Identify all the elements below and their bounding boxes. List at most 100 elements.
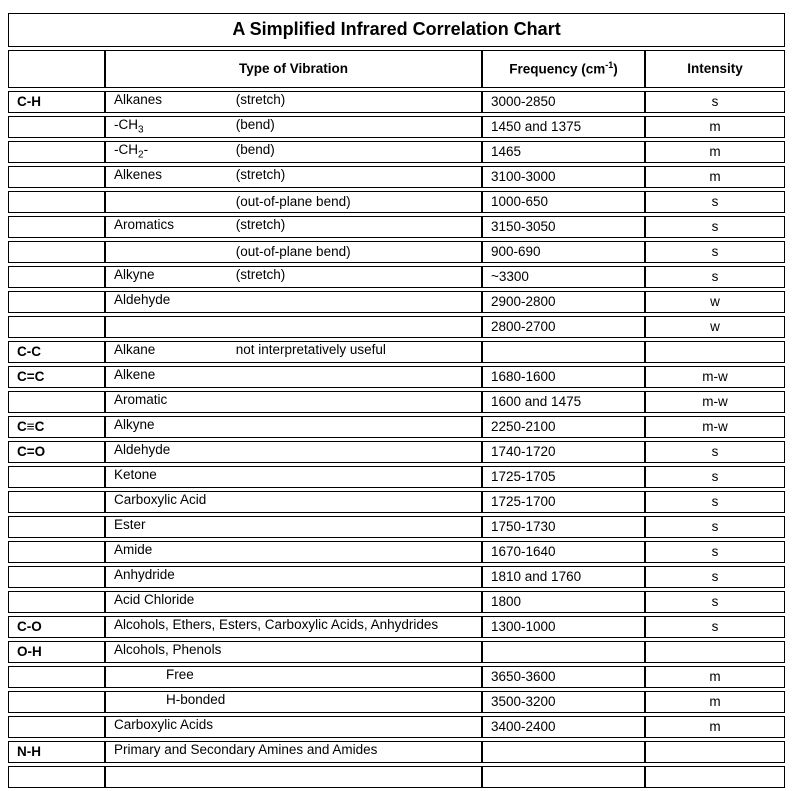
table-row: -CH2- (bend) 1465 m (8, 141, 786, 163)
bond-cell (8, 516, 105, 538)
bond-cell (8, 541, 105, 563)
table-row: C-C Alkane not interpretatively useful (8, 341, 786, 363)
bond-cell (8, 691, 105, 713)
vibration-name-subscript: 2 (138, 149, 144, 161)
frequency-value: 3650-3600 (491, 668, 556, 684)
vibration-name: Alkyne (114, 267, 232, 286)
bond-cell (8, 291, 105, 313)
bond-cell (8, 466, 105, 488)
bond-cell (8, 591, 105, 613)
bond-cell: C-O (8, 616, 105, 638)
vibration-mode: (out-of-plane bend) (235, 243, 351, 259)
bond-cell: N-H (8, 741, 105, 763)
intensity-header-text: Intensity (687, 60, 743, 76)
intensity-cell: s (645, 191, 786, 213)
vibration-name-text: Aromatic (114, 392, 168, 408)
frequency-cell (482, 766, 645, 788)
frequency-value: 3500-3200 (491, 693, 556, 709)
vibration-cell: Carboxylic Acid (105, 491, 482, 513)
table-row: Aromatics (stretch) 3150-3050 s (8, 216, 786, 238)
frequency-value: 1450 and 1375 (491, 118, 582, 134)
frequency-cell (482, 641, 645, 663)
intensity-cell: m (645, 141, 786, 163)
intensity-value: m (709, 118, 721, 134)
frequency-cell: ~3300 (482, 266, 645, 288)
vibration-mode: (stretch) (235, 92, 286, 108)
vibration-name-text: Carboxylic Acids (114, 717, 214, 733)
frequency-cell: 1300-1000 (482, 616, 645, 638)
vibration-cell: Alkyne (stretch) (105, 266, 482, 288)
vibration-name-text: Ketone (114, 467, 157, 483)
frequency-cell: 3400-2400 (482, 716, 645, 738)
intensity-header: Intensity (645, 50, 786, 88)
intensity-cell: s (645, 491, 786, 513)
intensity-value: s (711, 543, 719, 559)
vibration-cell: Ester (105, 516, 482, 538)
bond-cell (8, 116, 105, 138)
vibration-name: Ester (114, 517, 232, 536)
vibration-name-subscript: 3 (138, 124, 144, 136)
frequency-header-text: Frequency (cm (509, 61, 606, 77)
frequency-cell: 1600 and 1475 (482, 391, 645, 413)
vibration-name: Carboxylic Acid (114, 492, 232, 511)
bond-cell: C-H (8, 91, 105, 113)
intensity-value: s (711, 468, 719, 484)
intensity-value: s (711, 93, 719, 109)
vibration-name: Alkanes (114, 92, 232, 111)
vibration-name-text: Alkanes (114, 92, 163, 108)
vibration-mode: (bend) (235, 142, 275, 158)
vibration-cell: Primary and Secondary Amines and Amides (105, 741, 482, 763)
table-row: Amide 1670-1640 s (8, 541, 786, 563)
table-row: -CH3 (bend) 1450 and 1375 m (8, 116, 786, 138)
frequency-value: 900-690 (491, 243, 541, 259)
frequency-cell (482, 741, 645, 763)
vibration-name: Alkyne (114, 417, 232, 436)
frequency-cell: 1465 (482, 141, 645, 163)
bond-cell (8, 266, 105, 288)
frequency-cell: 1000-650 (482, 191, 645, 213)
vibration-name: Acid Chloride (114, 592, 232, 611)
vibration-name-text: Ester (114, 517, 146, 533)
intensity-cell: m (645, 666, 786, 688)
vibration-name: Amide (114, 542, 232, 561)
vibration-cell: Alkene (105, 366, 482, 388)
table-row: (out-of-plane bend) 900-690 s (8, 241, 786, 263)
bond-label: C-C (17, 343, 41, 359)
intensity-value: s (711, 243, 719, 259)
vibration-cell: Alcohols, Phenols (105, 641, 482, 663)
frequency-cell (482, 341, 645, 363)
vibration-name: Alkenes (114, 167, 232, 186)
intensity-value: w (710, 318, 720, 334)
vibration-header-text: Type of Vibration (238, 60, 348, 76)
table-row: Aldehyde 2900-2800 w (8, 291, 786, 313)
intensity-cell: s (645, 466, 786, 488)
vibration-cell: Aromatic (105, 391, 482, 413)
intensity-cell: w (645, 291, 786, 313)
frequency-cell: 2900-2800 (482, 291, 645, 313)
vibration-cell: Alcohols, Ethers, Esters, Carboxylic Aci… (105, 616, 482, 638)
vibration-name-text: Amide (114, 542, 153, 558)
vibration-cell: Alkenes (stretch) (105, 166, 482, 188)
vibration-name-text: Alkene (114, 367, 156, 383)
bond-cell: C≡C (8, 416, 105, 438)
vibration-mode: (stretch) (235, 217, 286, 233)
frequency-value: 1600 and 1475 (491, 393, 582, 409)
table-row: Ester 1750-1730 s (8, 516, 786, 538)
frequency-value: 1465 (491, 143, 522, 159)
frequency-header: Frequency (cm-1) (482, 50, 645, 88)
vibration-cell (105, 766, 482, 788)
intensity-value: m (709, 168, 721, 184)
vibration-cell: Aromatics (stretch) (105, 216, 482, 238)
vibration-cell: Alkyne (105, 416, 482, 438)
table-body: A Simplified Infrared Correlation Chart … (8, 13, 786, 788)
frequency-value: 1810 and 1760 (491, 568, 582, 584)
frequency-cell: 1750-1730 (482, 516, 645, 538)
intensity-cell (645, 641, 786, 663)
intensity-value: m (709, 143, 721, 159)
vibration-cell: -CH3 (bend) (105, 116, 482, 138)
bond-label: C-H (17, 93, 41, 109)
frequency-cell: 3100-3000 (482, 166, 645, 188)
bond-label: C≡C (17, 418, 45, 434)
intensity-value: s (711, 518, 719, 534)
intensity-cell: s (645, 566, 786, 588)
